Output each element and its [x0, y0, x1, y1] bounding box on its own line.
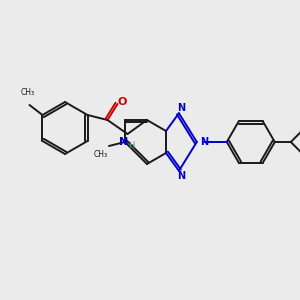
Text: N: N: [119, 137, 128, 147]
Text: N: N: [177, 103, 185, 113]
Text: CH₃: CH₃: [20, 88, 34, 97]
Text: CH₃: CH₃: [94, 150, 108, 159]
Text: N: N: [200, 137, 208, 147]
Text: N: N: [177, 171, 185, 181]
Text: H: H: [128, 142, 135, 151]
Text: O: O: [118, 97, 127, 107]
